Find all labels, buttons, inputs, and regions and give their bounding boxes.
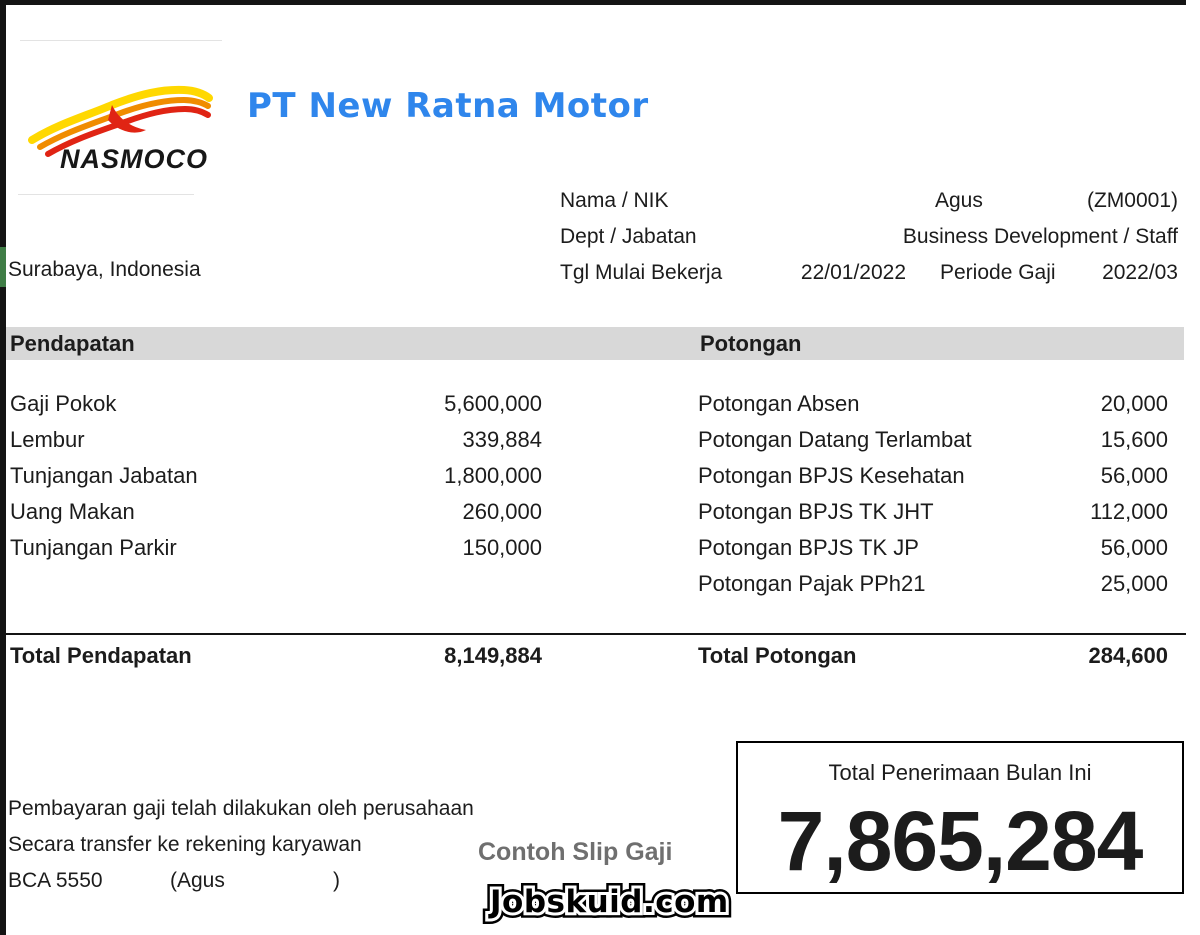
pendapatan-row-amount: 150,000 [462, 535, 542, 560]
net-pay-title: Total Penerimaan Bulan Ini [828, 760, 1092, 785]
net-pay-value: 7,865,284 [777, 794, 1144, 888]
tgl-mulai-value: 22/01/2022 [800, 261, 906, 284]
total-potongan-value: 284,600 [1088, 643, 1168, 668]
potongan-row-amount: 25,000 [1100, 571, 1168, 596]
logo-wordmark: NASMOCO [60, 144, 208, 174]
logo-swoosh-orange [37, 96, 211, 150]
logo-swoosh-yellow [28, 85, 213, 144]
section-header-bar: Pendapatan Potongan [6, 327, 1184, 360]
top-edge-strip [0, 0, 1186, 5]
watermark-jobskuid-outline-outer: Jobskuid.com [485, 879, 734, 926]
periode-gaji-value: 2022/03 [1102, 261, 1178, 284]
company-logo: NASMOCO [28, 78, 218, 174]
bank-account: BCA 5550 [8, 869, 103, 892]
logo-cell-border-top [20, 40, 222, 41]
potongan-row-amount: 15,600 [1100, 427, 1168, 452]
nasmoco-logo-icon: NASMOCO [28, 85, 213, 174]
potongan-row-amount: 20,000 [1100, 391, 1168, 416]
payment-note-line1: Pembayaran gaji telah dilakukan oleh per… [8, 797, 474, 820]
pendapatan-row-amount: 339,884 [462, 427, 542, 452]
pendapatan-row-label: Lembur [10, 427, 85, 452]
pendapatan-row-label: Tunjangan Parkir [10, 535, 177, 560]
total-pendapatan-label: Total Pendapatan [10, 643, 192, 668]
recipient-name: (Agus [170, 869, 225, 892]
potongan-row-label: Potongan BPJS TK JP [698, 535, 919, 560]
tgl-mulai-label: Tgl Mulai Bekerja [560, 261, 723, 284]
potongan-row-label: Potongan Pajak PPh21 [698, 571, 926, 596]
potongan-row-label: Potongan BPJS Kesehatan [698, 463, 965, 488]
potongan-row-label: Potongan BPJS TK JHT [698, 499, 934, 524]
watermark-jobskuid: Jobskuid.com [490, 884, 729, 920]
recipient-paren-close: ) [333, 869, 340, 892]
logo-body-red [108, 105, 146, 133]
payment-note-line2: Secara transfer ke rekening karyawan [8, 833, 362, 856]
potongan-row-amount: 56,000 [1100, 535, 1168, 560]
dept-jabatan-value: Business Development / Staff [902, 225, 1178, 248]
nik-value: (ZM0001) [1086, 189, 1178, 212]
left-edge-strip [0, 0, 6, 935]
potongan-row-label: Potongan Absen [698, 391, 860, 416]
pendapatan-row-amount: 5,600,000 [444, 391, 542, 416]
periode-gaji-label: Periode Gaji [940, 261, 1056, 284]
nama-value: Agus [935, 189, 983, 212]
pendapatan-row-amount: 1,800,000 [444, 463, 542, 488]
potongan-row-amount: 112,000 [1090, 499, 1168, 524]
row-selection-tick [0, 247, 6, 287]
company-location: Surabaya, Indonesia [8, 258, 201, 281]
total-potongan-label: Total Potongan [698, 643, 857, 668]
pendapatan-header: Pendapatan [10, 331, 135, 356]
pendapatan-row-label: Gaji Pokok [10, 391, 117, 416]
pendapatan-row-amount: 260,000 [462, 499, 542, 524]
pendapatan-row-label: Tunjangan Jabatan [10, 463, 198, 488]
pendapatan-row-label: Uang Makan [10, 499, 135, 524]
nama-nik-label: Nama / NIK [560, 189, 669, 212]
potongan-row-label: Potongan Datang Terlambat [698, 427, 972, 452]
net-pay-box: Total Penerimaan Bulan Ini 7,865,284 [736, 741, 1184, 894]
watermark-contoh: Contoh Slip Gaji [478, 838, 673, 866]
logo-cell-border-bottom [18, 194, 194, 195]
watermark-jobskuid-outline-inner: Jobskuid.com [487, 881, 731, 923]
potongan-row-amount: 56,000 [1100, 463, 1168, 488]
logo-swoosh-red [45, 105, 211, 157]
potongan-header: Potongan [700, 331, 802, 356]
totals-divider [6, 633, 1186, 635]
company-title: PT New Ratna Motor [247, 86, 649, 126]
dept-jabatan-label: Dept / Jabatan [560, 225, 697, 248]
total-pendapatan-value: 8,149,884 [444, 643, 542, 668]
